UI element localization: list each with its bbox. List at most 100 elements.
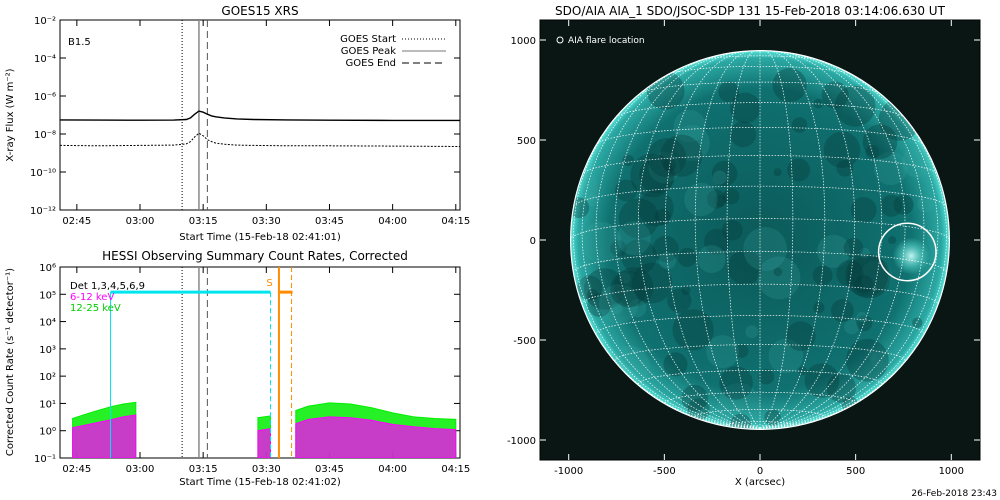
goes-title: GOES15 XRS bbox=[221, 4, 298, 18]
disk-texture-blob bbox=[677, 247, 697, 267]
aia-title: SDO/AIA AIA_1 SDO/JSOC-SDP 131 15-Feb-20… bbox=[555, 4, 946, 18]
hessi-y-axis-label: Corrected Count Rate (s⁻¹ detector⁻¹) bbox=[5, 268, 16, 456]
disk-texture-blob bbox=[880, 194, 903, 217]
goes-series-long bbox=[60, 110, 460, 122]
disk-texture-blob bbox=[580, 221, 622, 263]
hessi-legend-detectors: Det 1,3,4,5,6,9 bbox=[70, 281, 145, 292]
disk-texture-blob bbox=[616, 221, 651, 256]
hessi-panel: HESSI Observing Summary Count Rates, Cor… bbox=[5, 249, 470, 488]
disk-texture-blob bbox=[681, 384, 708, 412]
sun-disk bbox=[570, 50, 950, 430]
disk-texture-blob bbox=[813, 301, 825, 314]
disk-texture-blob bbox=[816, 234, 851, 268]
disk-texture-blob bbox=[583, 268, 626, 310]
hessi-x-ticks: 02:45 03:00 03:15 03:30 03:45 04:00 04:15 bbox=[62, 267, 470, 475]
disk-texture-blob bbox=[843, 238, 864, 258]
disk-texture-blob bbox=[862, 124, 898, 159]
hessi-series-6-12-keV bbox=[295, 416, 457, 458]
aia-legend: AIA flare location bbox=[556, 36, 645, 46]
disk-texture-blob bbox=[618, 272, 631, 285]
disk-texture-blob bbox=[730, 92, 761, 124]
hessi-y-tick-label: 10⁰ bbox=[39, 427, 56, 438]
disk-texture-blob bbox=[865, 144, 880, 159]
disk-texture-blob bbox=[681, 285, 691, 295]
goes-legend-peak: GOES Peak bbox=[341, 46, 446, 57]
hessi-y-tick-label: 10¹ bbox=[39, 399, 56, 410]
aia-y-tick-label: -500 bbox=[513, 336, 536, 347]
hessi-legend-6-12: 6-12 keV bbox=[70, 292, 114, 303]
disk-texture-blob bbox=[834, 85, 876, 127]
disk-texture-blob bbox=[637, 190, 674, 227]
disk-texture-blob bbox=[787, 158, 811, 182]
flare-brightening bbox=[892, 237, 930, 275]
disk-texture-blob bbox=[854, 274, 874, 294]
aia-y-ticks: -1000 -500 0 500 1000 bbox=[507, 36, 980, 447]
goes-annotation: B1.5 bbox=[68, 37, 91, 48]
disk-texture-blob bbox=[730, 121, 757, 148]
disk-texture-blob bbox=[639, 157, 676, 194]
goes-event-markers bbox=[181, 20, 208, 210]
disk-texture-blob bbox=[845, 253, 889, 297]
disk-texture-blob bbox=[830, 299, 854, 322]
disk-texture-blob bbox=[734, 344, 749, 358]
aia-x-ticks: -1000 -500 0 500 1000 bbox=[554, 20, 964, 477]
disk-texture-blob bbox=[798, 366, 807, 376]
goes-y-ticks: 10⁻¹² 10⁻¹⁰ 10⁻⁸ 10⁻⁶ 10⁻⁴ 10⁻² bbox=[30, 16, 460, 217]
hessi-series-6-12-keV bbox=[257, 428, 271, 458]
grid-line bbox=[759, 50, 826, 429]
grid-line bbox=[664, 50, 761, 429]
hessi-x-tick-label: 02:45 bbox=[62, 464, 91, 475]
disk-texture-blob bbox=[630, 153, 674, 198]
goes-series bbox=[60, 110, 460, 147]
hessi-x-tick-label: 03:00 bbox=[126, 464, 155, 475]
goes-legend-peak-label: GOES Peak bbox=[341, 46, 396, 57]
goes-x-axis-label: Start Time (15-Feb-18 02:41:01) bbox=[179, 232, 341, 243]
grid-line bbox=[573, 185, 947, 207]
disk-texture-blob bbox=[711, 160, 738, 187]
aia-panel: SDO/AIA AIA_1 SDO/JSOC-SDP 131 15-Feb-20… bbox=[507, 4, 981, 488]
disk-texture-blob bbox=[873, 151, 908, 186]
disk-texture-blob bbox=[587, 288, 599, 301]
hessi-event-markers bbox=[110, 267, 293, 458]
disk-texture-blob bbox=[687, 398, 710, 421]
goes-panel: GOES15 XRS X-ray Flux (W m⁻²) Start Time… bbox=[5, 4, 470, 243]
aia-x-tick-label: 1000 bbox=[939, 466, 964, 477]
disk-texture-blob bbox=[714, 194, 727, 207]
disk-texture-blob bbox=[611, 303, 623, 315]
disk-texture-blob bbox=[618, 198, 660, 239]
aia-x-tick-label: 500 bbox=[846, 466, 865, 477]
disk-texture-blob bbox=[856, 311, 867, 323]
grid-line bbox=[759, 50, 856, 429]
disk-texture-blob bbox=[745, 325, 759, 339]
disk-texture-blob bbox=[570, 168, 599, 207]
disk-texture-blob bbox=[785, 321, 816, 351]
disk-texture-blob bbox=[868, 351, 878, 361]
hessi-flag-label: S bbox=[266, 278, 272, 289]
aia-legend-label: AIA flare location bbox=[568, 36, 645, 46]
goes-y-tick-label: 10⁻² bbox=[34, 16, 56, 27]
goes-plot-frame bbox=[59, 19, 461, 211]
hessi-y-tick-label: 10² bbox=[39, 372, 56, 383]
goes-x-tick-label: 03:00 bbox=[126, 216, 155, 227]
hessi-x-tick-label: 03:15 bbox=[189, 464, 218, 475]
disk-texture-blob bbox=[844, 319, 860, 335]
hessi-y-tick-label: 10³ bbox=[39, 345, 56, 356]
goes-x-tick-label: 03:30 bbox=[252, 216, 281, 227]
grid-line bbox=[595, 55, 761, 429]
grid-line bbox=[667, 65, 853, 76]
disk-texture-blob bbox=[821, 81, 849, 109]
disk-texture-blob bbox=[791, 117, 808, 133]
aia-legend-circle-icon bbox=[556, 36, 564, 44]
disk-texture-blob bbox=[893, 194, 914, 215]
grid-line bbox=[637, 51, 761, 429]
disk-texture-blob bbox=[704, 228, 730, 255]
grid-line bbox=[726, 50, 761, 429]
disk-texture-blob bbox=[585, 193, 599, 207]
hessi-y-tick-label: 10⁵ bbox=[39, 290, 56, 301]
disk-texture-blob bbox=[912, 317, 923, 329]
goes-x-tick-label: 04:00 bbox=[378, 216, 407, 227]
disk-texture-blob bbox=[631, 262, 673, 304]
goes-y-tick-label: 10⁻¹⁰ bbox=[30, 168, 56, 179]
goes-y-tick-label: 10⁻¹² bbox=[30, 206, 56, 217]
goes-y-tick-label: 10⁻⁸ bbox=[34, 130, 56, 141]
